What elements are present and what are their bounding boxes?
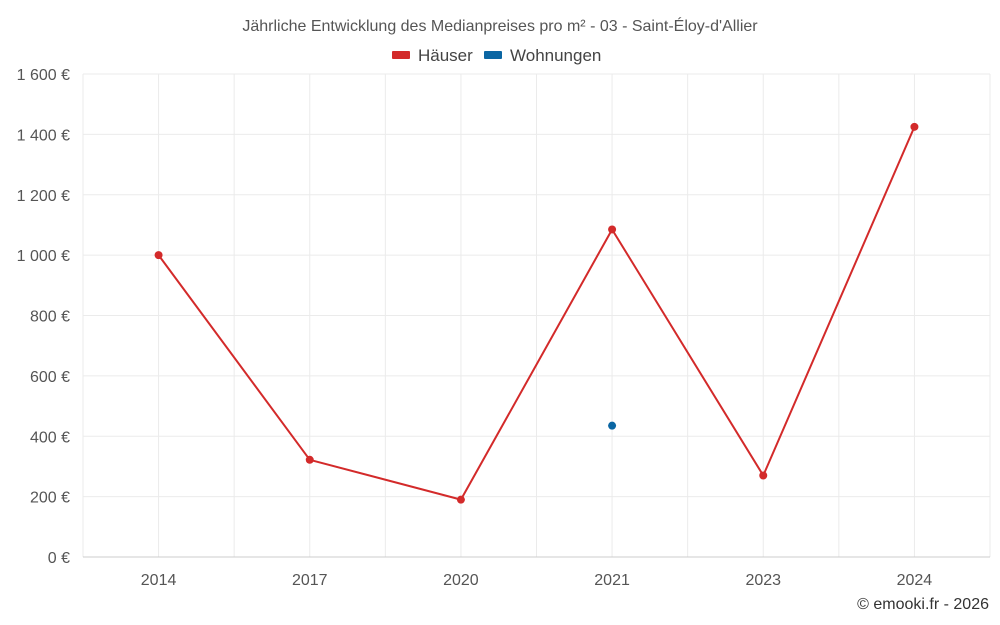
y-tick-label-400: 400 €	[30, 429, 70, 446]
data-point-haeuser-2023[interactable]	[759, 471, 768, 480]
legend-swatch-wohnungen	[484, 51, 502, 59]
data-point-haeuser-2024[interactable]	[910, 122, 919, 131]
y-tick-label-1200: 1 200 €	[17, 188, 70, 205]
data-point-haeuser-2017[interactable]	[305, 455, 314, 464]
y-axis: 0 € 200 € 400 € 600 € 800 € 1 000 € 1 200 € 1 4…	[17, 67, 70, 567]
x-tick-label-2023: 2023	[745, 572, 781, 589]
y-tick-label-200: 200 €	[30, 490, 70, 507]
legend: Häuser Wohnungen	[392, 46, 601, 65]
series-wohnungen	[608, 421, 617, 430]
y-tick-label-1600: 1 600 €	[17, 67, 70, 84]
y-tick-label-1000: 1 000 €	[17, 248, 70, 265]
x-tick-label-2024: 2024	[897, 572, 933, 589]
x-tick-label-2014: 2014	[141, 572, 177, 589]
x-tick-label-2017: 2017	[292, 572, 328, 589]
series-line-haeuser	[157, 126, 916, 501]
grid	[82, 73, 991, 557]
x-tick-label-2020: 2020	[443, 572, 479, 589]
y-tick-label-600: 600 €	[30, 369, 70, 386]
credit-text: © emooki.fr - 2026	[857, 596, 989, 613]
legend-label-haeuser: Häuser	[418, 46, 473, 65]
series-haeuser	[154, 122, 919, 504]
legend-label-wohnungen: Wohnungen	[510, 46, 601, 65]
legend-item-wohnungen[interactable]: Wohnungen	[484, 46, 601, 65]
legend-item-haeuser[interactable]: Häuser	[392, 46, 473, 65]
y-tick-label-0: 0 €	[48, 550, 70, 567]
series	[154, 122, 919, 504]
data-point-haeuser-2020[interactable]	[456, 495, 465, 504]
legend-swatch-haeuser	[392, 51, 410, 59]
data-point-haeuser-2021[interactable]	[608, 225, 617, 234]
y-tick-label-800: 800 €	[30, 309, 70, 326]
x-tick-label-2021: 2021	[594, 572, 630, 589]
data-point-wohnungen-2021[interactable]	[608, 421, 617, 430]
y-tick-label-1400: 1 400 €	[17, 127, 70, 144]
data-point-haeuser-2014[interactable]	[154, 251, 163, 260]
x-axis: 2014 2017 2020 2021 2023 2024	[83, 556, 990, 589]
chart-title: Jährliche Entwicklung des Medianpreises …	[242, 16, 758, 35]
